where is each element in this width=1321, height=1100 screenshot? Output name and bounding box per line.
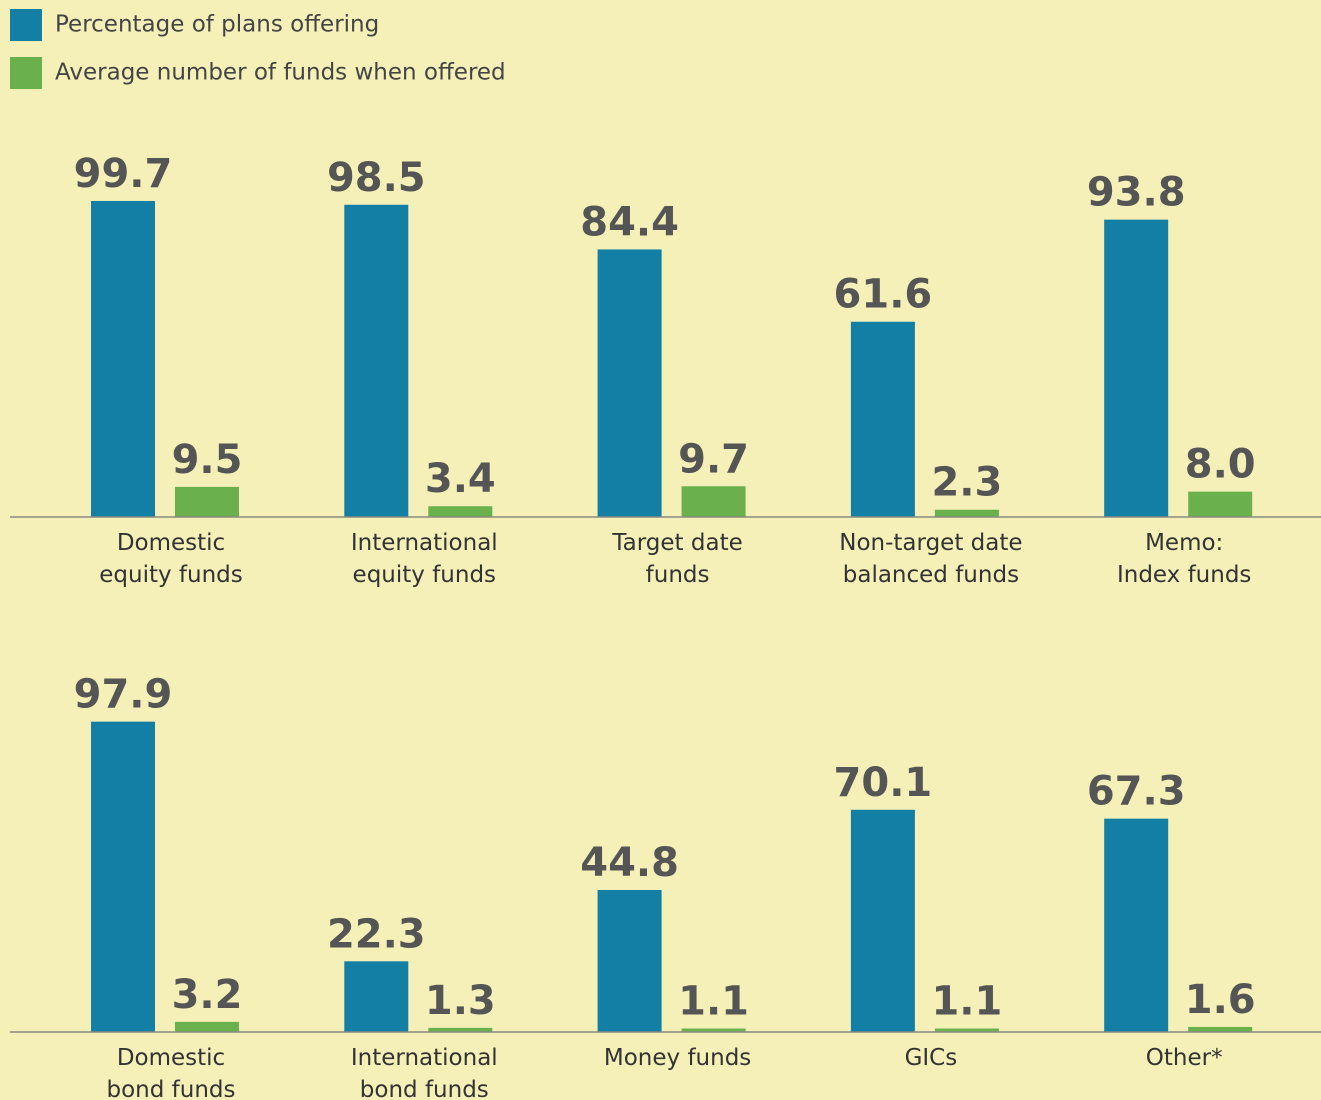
bar: [597, 889, 662, 1032]
legend-swatch: [10, 57, 42, 89]
x-tick-label: Domestic bond funds: [107, 1045, 236, 1100]
bar: [597, 249, 662, 517]
bar: [344, 204, 409, 517]
value-label: 1.1: [931, 979, 1002, 1025]
bar: [1104, 219, 1169, 518]
x-tick-label: Domestic equity funds: [99, 530, 243, 588]
value-label: 99.7: [74, 151, 173, 197]
value-label: 1.6: [1185, 977, 1256, 1023]
bar: [175, 486, 239, 517]
value-label: 9.7: [678, 436, 749, 482]
x-tick-label: GICs: [905, 1045, 958, 1071]
value-label: 1.1: [678, 979, 749, 1025]
value-label: 93.8: [1087, 170, 1186, 216]
x-tick-label: Memo: Index funds: [1117, 530, 1251, 588]
x-tick-line: Domestic: [117, 1045, 225, 1071]
bar: [344, 961, 409, 1032]
bar: [934, 1028, 999, 1032]
x-tick-label: Money funds: [604, 1045, 751, 1071]
value-label: 67.3: [1087, 769, 1186, 815]
bar: [681, 486, 746, 517]
x-tick-line: Non-target date: [839, 530, 1022, 556]
value-label: 8.0: [1185, 442, 1256, 488]
x-tick-line: International: [351, 530, 498, 556]
x-tick-line: equity funds: [99, 562, 243, 588]
value-label: 44.8: [580, 840, 679, 886]
x-tick-line: balanced funds: [843, 562, 1019, 588]
bar: [850, 809, 915, 1032]
bar: [428, 1027, 493, 1032]
x-tick-label: Other*: [1146, 1045, 1223, 1071]
x-tick-label: International equity funds: [351, 530, 498, 588]
value-label: 61.6: [834, 272, 933, 318]
bar: [850, 321, 915, 517]
x-tick-line: Index funds: [1117, 562, 1251, 588]
value-label: 70.1: [834, 760, 933, 806]
legend-swatch: [10, 9, 42, 41]
x-tick-line: funds: [646, 562, 710, 588]
bar: [1104, 818, 1169, 1032]
bar: [91, 721, 155, 1032]
bar: [1188, 491, 1253, 517]
value-label: 9.5: [172, 437, 243, 483]
value-label: 3.4: [425, 456, 496, 502]
bar: [681, 1028, 746, 1032]
x-tick-line: Target date: [611, 530, 742, 556]
x-tick-line: Money funds: [604, 1045, 751, 1071]
x-tick-line: equity funds: [353, 562, 497, 588]
x-tick-label: International bond funds: [351, 1045, 498, 1100]
x-tick-line: Domestic: [117, 530, 225, 556]
value-label: 3.2: [172, 972, 243, 1018]
value-label: 1.3: [425, 978, 496, 1024]
bar: [175, 1021, 239, 1032]
bar: [934, 509, 999, 517]
value-label: 97.9: [74, 672, 173, 718]
bar: [1188, 1026, 1253, 1032]
legend-label: Average number of funds when offered: [55, 60, 506, 86]
value-label: 22.3: [327, 911, 426, 957]
x-tick-line: bond funds: [360, 1077, 489, 1100]
legend-label: Percentage of plans offering: [55, 12, 379, 38]
x-tick-label: Non-target date balanced funds: [839, 530, 1022, 588]
value-label: 2.3: [931, 460, 1002, 506]
x-tick-line: GICs: [905, 1045, 958, 1071]
bar: [428, 506, 493, 517]
x-tick-label: Target date funds: [611, 530, 742, 588]
value-label: 84.4: [580, 199, 679, 245]
bar: [91, 200, 155, 518]
x-tick-line: bond funds: [107, 1077, 236, 1100]
x-tick-line: Other*: [1146, 1045, 1223, 1071]
x-tick-line: International: [351, 1045, 498, 1071]
x-tick-line: Memo:: [1145, 530, 1223, 556]
value-label: 98.5: [327, 155, 426, 201]
